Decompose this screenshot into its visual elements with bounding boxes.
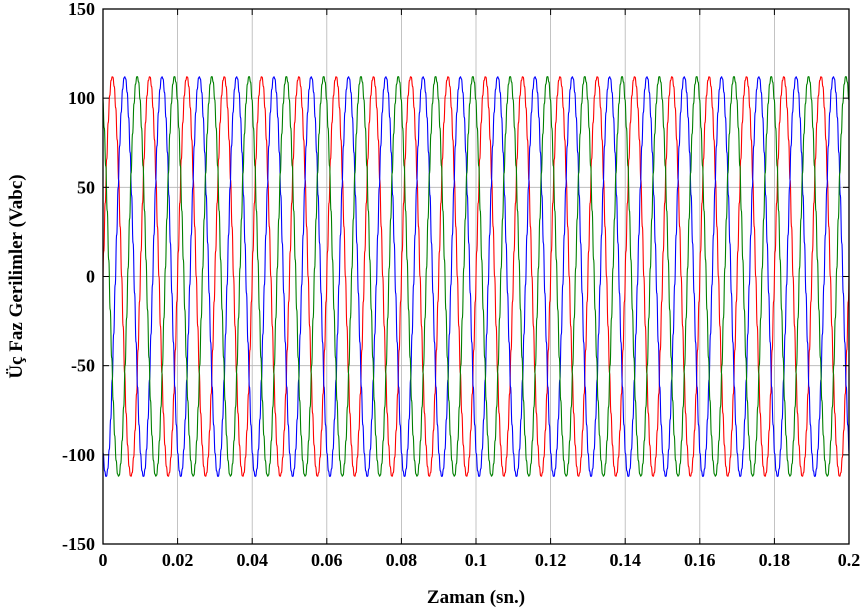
y-tick-label: -100 xyxy=(62,445,95,465)
x-tick-label: 0.16 xyxy=(684,550,716,570)
y-axis-title: Üç Faz Gerilimler (Vabc) xyxy=(6,174,27,378)
y-axis-ticks: -150 -100 -50 0 50 100 150 xyxy=(62,0,849,554)
series-line-phase-3 xyxy=(102,76,850,477)
x-tick-label: 0.14 xyxy=(609,550,641,570)
y-tick-label: -150 xyxy=(62,534,95,554)
x-tick-label: 0.06 xyxy=(311,550,343,570)
y-tick-label: 150 xyxy=(68,0,95,19)
y-tick-label: 100 xyxy=(68,88,95,108)
x-tick-label: 0 xyxy=(99,550,108,570)
series-lines xyxy=(102,76,850,477)
x-tick-label: 0.12 xyxy=(535,550,567,570)
x-tick-label: 0.1 xyxy=(465,550,488,570)
x-tick-label: 0.04 xyxy=(236,550,268,570)
x-tick-label: 0.18 xyxy=(759,550,791,570)
x-axis-ticks: 0 0.02 0.04 0.06 0.08 0.1 0.12 0.14 0.16 0.18 0.2 xyxy=(99,9,861,570)
y-tick-label: 50 xyxy=(77,177,95,197)
x-axis-title: Zaman (sn.) xyxy=(427,587,525,608)
y-tick-label: 0 xyxy=(86,267,95,287)
series-line-phase-2 xyxy=(102,76,850,477)
series-line-phase-1 xyxy=(102,76,850,477)
x-tick-label: 0.08 xyxy=(386,550,418,570)
y-tick-label: -50 xyxy=(71,356,95,376)
x-tick-label: 0.2 xyxy=(838,550,861,570)
x-tick-label: 0.02 xyxy=(162,550,194,570)
